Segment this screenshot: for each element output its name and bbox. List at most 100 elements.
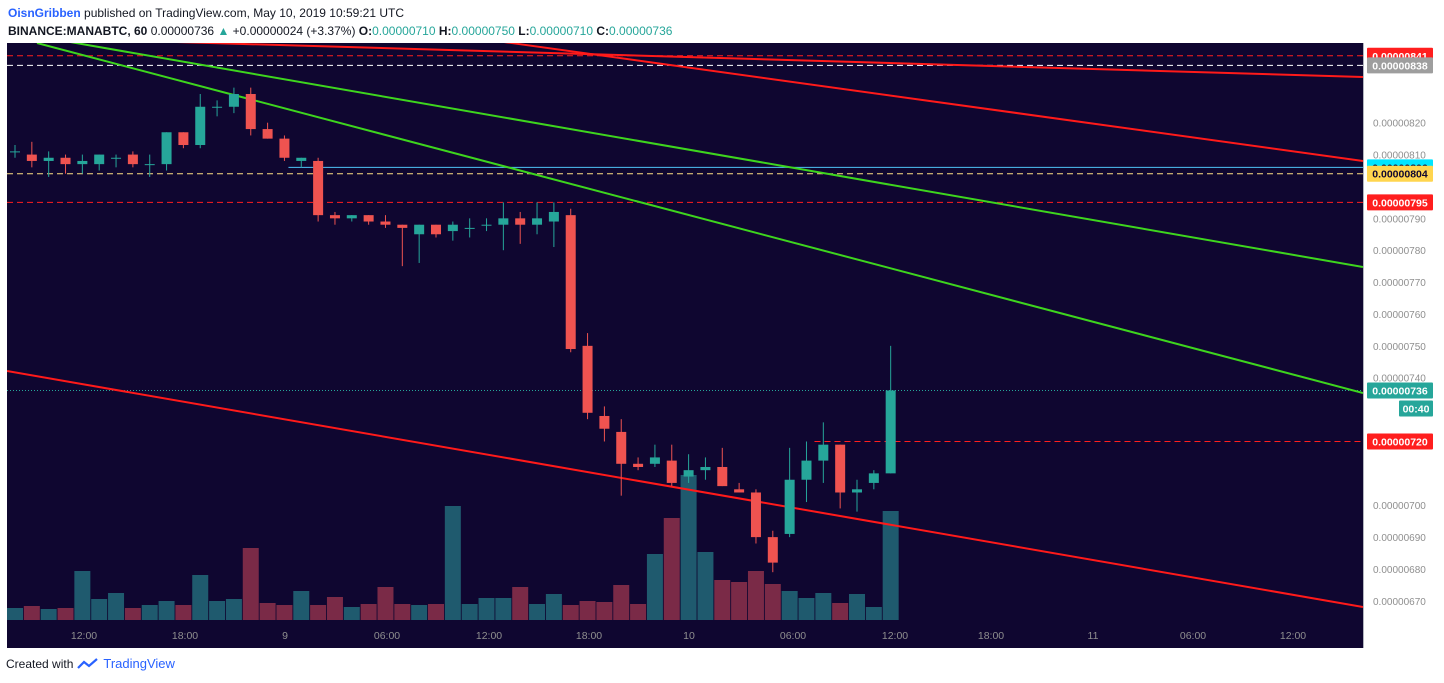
candle [111, 154, 122, 168]
green-trendline-lower [36, 43, 1363, 394]
candle-body [262, 129, 273, 139]
close-label: C: [596, 24, 610, 38]
volume-bar [23, 606, 40, 620]
candle-body [750, 492, 761, 538]
candle [77, 154, 88, 174]
candle [464, 218, 475, 238]
candle-body [228, 94, 239, 107]
candle-body [60, 157, 71, 165]
price-badge-bg [1367, 165, 1433, 182]
close-value: 0.00000736 [609, 24, 673, 38]
candle-body [649, 457, 660, 464]
candle-body [127, 154, 138, 165]
volume-bar [444, 506, 461, 620]
candle [565, 208, 576, 353]
created-with-text: Created with [6, 656, 74, 671]
candle-body [464, 227, 475, 229]
candle-body [599, 415, 610, 429]
candle-body [346, 215, 357, 219]
high-label: H: [438, 24, 452, 38]
candle-body [885, 390, 896, 474]
candle [296, 157, 307, 168]
volume-bar [849, 594, 865, 620]
author-link[interactable]: OisnGribben [8, 6, 81, 20]
x-axis-tick-label: 06:00 [780, 630, 806, 642]
candle [582, 333, 593, 420]
candle-body [43, 157, 54, 161]
volume-bar [259, 603, 276, 620]
candle [801, 441, 812, 503]
x-axis-tick-label: 18:00 [576, 630, 602, 642]
volume-bar [747, 571, 764, 620]
candle [313, 157, 324, 222]
volume-bar [630, 604, 647, 620]
time-axis-background [7, 620, 1363, 648]
candle [515, 211, 526, 244]
volume-bar [764, 584, 781, 620]
plot-layer [7, 43, 1363, 620]
candle [262, 122, 273, 139]
open-value: 0.00000710 [372, 24, 436, 38]
price-badge-bg [1399, 400, 1433, 417]
candle [60, 154, 71, 174]
candle [885, 345, 896, 474]
candle-body [431, 224, 441, 235]
candle [734, 482, 745, 493]
y-axis-tick-label: 0.00000680 [1373, 565, 1426, 576]
candle [616, 419, 627, 496]
high-value: 0.00000750 [451, 24, 515, 38]
candle-body [481, 224, 492, 226]
candle [329, 211, 340, 225]
volume-bar [40, 609, 57, 620]
up-triangle-icon: ▲ [217, 24, 230, 38]
candle [599, 406, 610, 442]
candle [380, 215, 391, 228]
volume-bar [242, 548, 259, 620]
candle-body [835, 444, 846, 493]
candle [868, 470, 879, 490]
candle-body [784, 479, 795, 534]
candle [228, 87, 239, 114]
candle [666, 444, 677, 487]
candle [245, 87, 256, 136]
candle-body [498, 218, 509, 225]
candle [649, 444, 660, 467]
chart-area[interactable]: 0.00000820 0.00000810 0.00000790 0.00000780… [7, 43, 1437, 648]
volume-bar [613, 585, 630, 620]
candle [94, 154, 105, 171]
candle [784, 447, 795, 538]
candle-body [77, 160, 88, 165]
price-badge-label: 0.00000804 [1372, 169, 1428, 181]
y-axis-tick-label: 0.00000820 [1373, 119, 1426, 130]
candle [717, 447, 728, 487]
y-axis-tick-label: 0.00000760 [1373, 310, 1426, 321]
volume-bar [596, 602, 613, 620]
candle-body [582, 345, 593, 413]
y-axis-tick-label: 0.00000770 [1373, 278, 1426, 289]
candle [548, 202, 559, 248]
volume-bar [141, 605, 158, 620]
tradingview-brand[interactable]: TradingView [103, 656, 175, 671]
candle-body [329, 215, 340, 219]
candle-body [195, 106, 206, 146]
price-chart[interactable]: 0.00000820 0.00000810 0.00000790 0.00000780… [7, 43, 1437, 648]
candle [750, 489, 761, 544]
price-badge: 0.00000736 [1367, 382, 1433, 399]
candle [498, 202, 509, 251]
candle-body [633, 463, 644, 467]
candle-body [111, 157, 122, 159]
candle-body [515, 218, 526, 225]
volume-bar [529, 604, 546, 620]
candle [127, 151, 138, 168]
volume-bar [815, 593, 832, 620]
candle-body [10, 151, 20, 153]
candle-body [397, 224, 408, 228]
y-axis-tick-label: 0.00000700 [1373, 501, 1426, 512]
candle-body [532, 218, 543, 225]
candle-body [94, 154, 105, 165]
x-axis-tick-label: 06:00 [1180, 630, 1206, 642]
x-axis-tick-label: 12:00 [882, 630, 908, 642]
red-trendline-upper [176, 43, 1363, 78]
volume-bar [91, 599, 108, 620]
candle [144, 154, 155, 177]
